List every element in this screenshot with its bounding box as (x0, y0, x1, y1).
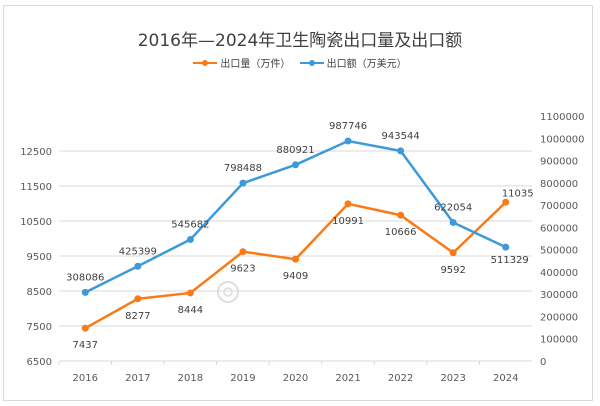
left-axis-tick-label: 11500 (20, 182, 52, 193)
data-point (239, 248, 247, 256)
data-point (186, 289, 194, 297)
data-label: 511329 (491, 255, 529, 266)
left-axis-tick-label: 6500 (27, 357, 52, 368)
data-label: 8444 (178, 305, 203, 316)
data-point (397, 147, 405, 155)
right-axis-tick-label: 300000 (540, 290, 578, 301)
data-label: 11035 (502, 188, 534, 199)
data-point (449, 218, 457, 226)
right-axis-tick-label: 800000 (540, 179, 578, 190)
watermark-logo-inner-icon (223, 287, 233, 297)
data-point (344, 137, 352, 145)
x-axis-tick-label: 2021 (335, 373, 360, 384)
data-point (344, 200, 352, 208)
data-label: 880921 (276, 145, 314, 156)
left-axis-tick-label: 8500 (27, 287, 52, 298)
right-axis-tick-label: 100000 (540, 335, 578, 346)
data-point (502, 243, 510, 251)
right-axis-tick-label: 1100000 (540, 112, 585, 123)
data-point (81, 324, 89, 332)
legend-marker-blue-icon (299, 59, 324, 66)
data-point (292, 161, 299, 169)
right-axis-tick-label: 400000 (540, 268, 578, 279)
left-axis-tick-label: 9500 (27, 252, 52, 263)
data-label: 987746 (329, 121, 367, 132)
chart-frame (3, 5, 593, 401)
legend-label: 出口额（万美元） (326, 59, 407, 70)
data-point (81, 288, 89, 296)
data-point (134, 262, 142, 270)
legend: 出口量（万件） 出口额（万美元） (0, 55, 600, 70)
data-point (239, 179, 247, 187)
data-point (397, 211, 405, 219)
data-label: 798488 (224, 163, 262, 174)
x-axis-tick-label: 2016 (73, 373, 98, 384)
data-point (292, 255, 299, 263)
data-label: 545682 (171, 219, 209, 230)
data-point (449, 249, 457, 257)
data-label: 9592 (440, 265, 465, 276)
data-label: 943544 (382, 131, 420, 142)
data-point (502, 198, 510, 206)
data-label: 9623 (230, 264, 255, 275)
legend-marker-orange-icon (193, 59, 218, 66)
data-label: 7437 (73, 340, 98, 351)
x-axis-tick-label: 2020 (283, 373, 308, 384)
data-point (186, 235, 194, 243)
x-axis-tick-label: 2024 (493, 373, 518, 384)
x-axis-tick-label: 2022 (388, 373, 413, 384)
x-axis-tick-label: 2023 (440, 373, 465, 384)
data-label: 622054 (434, 202, 472, 213)
x-axis-tick-label: 2018 (178, 373, 203, 384)
data-label: 308086 (66, 272, 104, 283)
left-axis-tick-label: 7500 (27, 322, 52, 333)
legend-label: 出口量（万件） (220, 59, 291, 70)
right-axis-tick-label: 200000 (540, 312, 578, 323)
data-point (134, 295, 142, 303)
right-axis-tick-label: 0 (540, 357, 546, 368)
right-axis-tick-label: 600000 (540, 223, 578, 234)
left-axis-tick-label: 12500 (20, 147, 52, 158)
right-axis-tick-label: 900000 (540, 157, 578, 168)
watermark-logo-icon (217, 281, 239, 303)
legend-item-value: 出口额（万美元） (299, 55, 407, 70)
x-axis-tick-label: 2019 (230, 373, 255, 384)
data-label: 9409 (283, 271, 308, 282)
left-axis-tick-label: 10500 (20, 217, 52, 228)
right-axis-tick-label: 500000 (540, 246, 578, 257)
data-label: 8277 (125, 311, 150, 322)
chart-title: 2016年—2024年卫生陶瓷出口量及出口额 (137, 31, 463, 51)
right-axis-tick-label: 1000000 (540, 134, 585, 145)
data-label: 425399 (119, 246, 157, 257)
legend-item-quantity: 出口量（万件） (193, 55, 290, 70)
data-label: 10991 (332, 216, 364, 227)
right-axis-tick-label: 700000 (540, 201, 578, 212)
x-axis-tick-label: 2017 (125, 373, 150, 384)
data-label: 10666 (385, 227, 417, 238)
